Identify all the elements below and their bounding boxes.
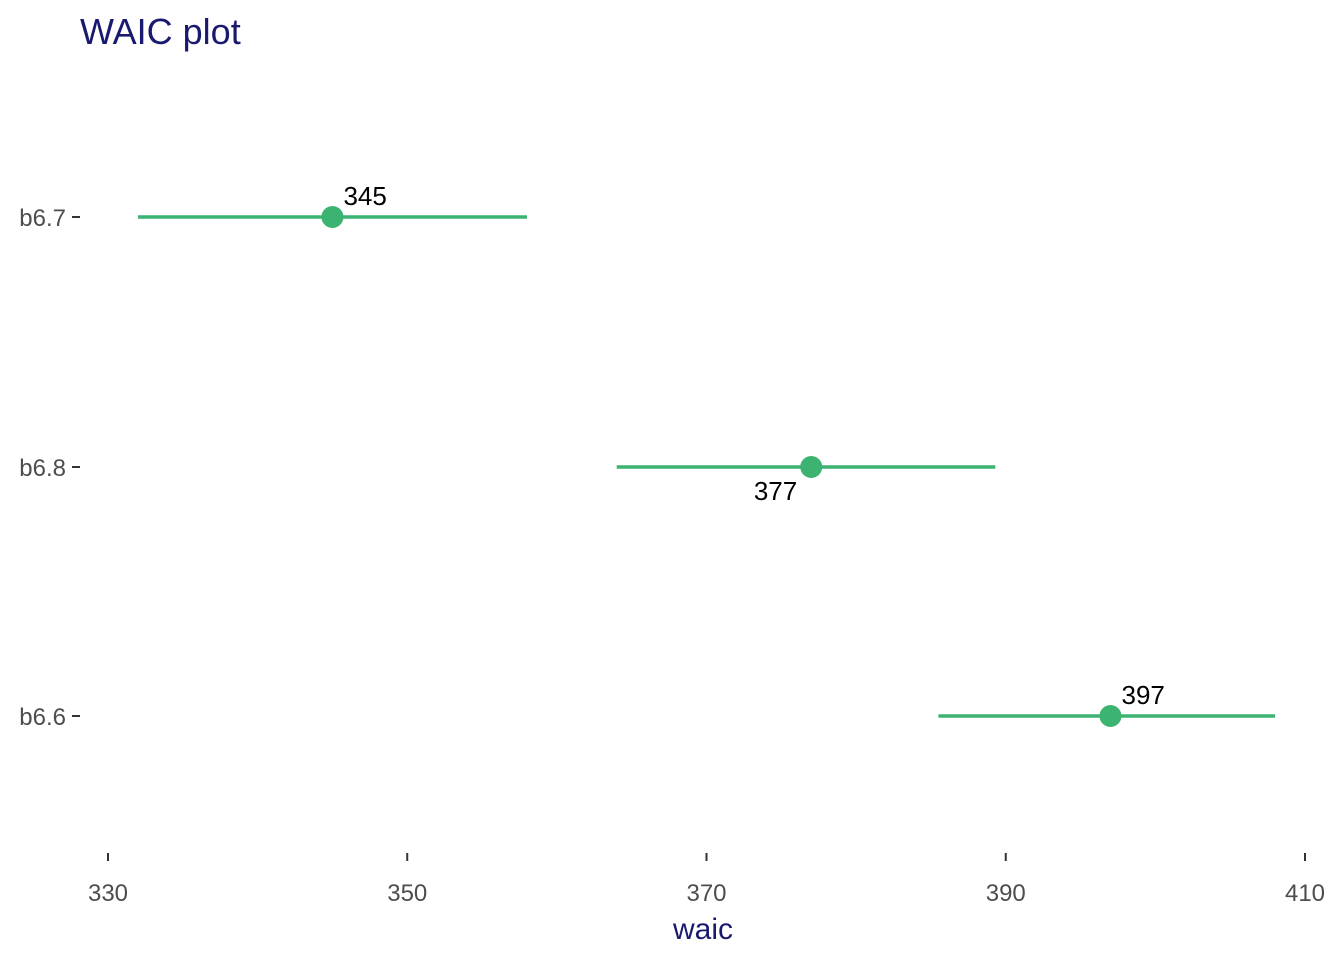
chart-title: WAIC plot — [80, 11, 241, 52]
data-label: 377 — [754, 476, 797, 506]
x-tick-label: 330 — [88, 880, 128, 907]
waic-series: 345 377 397 — [137, 181, 1276, 727]
x-axis-title: waic — [672, 913, 733, 946]
point-marker — [1099, 705, 1122, 727]
point-marker — [321, 206, 344, 228]
x-tick-label: 410 — [1285, 880, 1325, 907]
data-label: 345 — [343, 181, 386, 211]
x-tick-label: 370 — [686, 880, 726, 907]
y-tick-label: b6.7 — [19, 205, 66, 232]
point-marker — [800, 456, 823, 478]
y-tick-label: b6.6 — [19, 704, 66, 731]
x-axis: 330 350 370 390 410 — [88, 853, 1325, 907]
y-tick-label: b6.8 — [19, 455, 66, 482]
y-axis: b6.7 b6.8 b6.6 — [19, 205, 80, 731]
x-tick-label: 390 — [986, 880, 1026, 907]
x-tick-label: 350 — [387, 880, 427, 907]
data-label: 397 — [1121, 680, 1164, 710]
